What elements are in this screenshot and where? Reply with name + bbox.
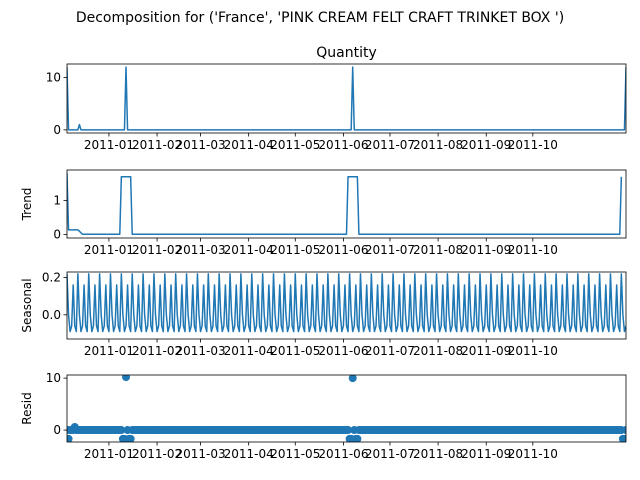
observed-panel: 0102011-012011-022011-032011-042011-0520…: [46, 63, 627, 152]
observed-xtick-label: 2011-06: [318, 138, 368, 152]
resid-point: [67, 434, 73, 442]
resid-point: [126, 434, 135, 442]
resid-xtick-label: 2011-05: [270, 447, 320, 461]
observed-xtick-label: 2011-09: [461, 138, 511, 152]
observed-xtick-label: 2011-05: [270, 138, 320, 152]
observed-xtick-label: 2011-07: [365, 138, 415, 152]
seasonal-axes-frame: [66, 271, 627, 340]
observed-xtick-label: 2011-10: [508, 138, 558, 152]
observed-xtick-label: 2011-04: [224, 138, 274, 152]
trend-panel: 012011-012011-022011-032011-042011-05201…: [20, 169, 627, 257]
resid-axes-frame: [66, 374, 627, 443]
observed-panel-title: Quantity: [316, 45, 377, 61]
resid-xtick-label: 2011-06: [318, 447, 368, 461]
trend-xtick-label: 2011-07: [365, 243, 415, 257]
resid-xtick-label: 2011-09: [461, 447, 511, 461]
panels: 0102011-012011-022011-032011-042011-0520…: [20, 63, 627, 461]
resid-xtick-label: 2011-10: [508, 447, 558, 461]
trend-ytick-label: 0: [53, 228, 61, 242]
seasonal-panel: 0.00.22011-012011-022011-032011-042011-0…: [20, 271, 627, 358]
trend-xtick-label: 2011-06: [318, 243, 368, 257]
resid-point: [353, 434, 362, 442]
observed-plot-area: [67, 66, 626, 131]
seasonal-xtick-label: 2011-07: [365, 344, 415, 358]
resid-xtick-label: 2011-02: [132, 447, 182, 461]
trend-ylabel: Trend: [20, 188, 34, 222]
figure-title: Decomposition for ('France', 'PINK CREAM…: [76, 10, 564, 26]
trend-xtick-label: 2011-04: [224, 243, 274, 257]
resid-panel: 0102011-012011-022011-032011-042011-0520…: [20, 371, 627, 461]
trend-series-line: [67, 173, 623, 236]
resid-ylabel: Resid: [20, 392, 34, 424]
resid-xtick-label: 2011-03: [175, 447, 225, 461]
trend-xtick-label: 2011-09: [461, 243, 511, 257]
trend-xtick-label: 2011-08: [413, 243, 463, 257]
resid-xtick-label: 2011-07: [365, 447, 415, 461]
seasonal-xtick-label: 2011-01: [84, 344, 134, 358]
resid-point: [348, 375, 357, 383]
trend-axes-frame: [66, 169, 627, 239]
trend-plot-area: [67, 173, 623, 236]
seasonal-xtick-label: 2011-05: [270, 344, 320, 358]
observed-xtick-label: 2011-02: [132, 138, 182, 152]
resid-xtick-label: 2011-04: [224, 447, 274, 461]
seasonal-ytick-label: 0.2: [42, 271, 61, 285]
resid-point: [122, 375, 131, 382]
trend-xtick-label: 2011-05: [270, 243, 320, 257]
trend-xtick-label: 2011-10: [508, 243, 558, 257]
seasonal-xtick-label: 2011-06: [318, 344, 368, 358]
resid-point: [344, 426, 353, 435]
seasonal-ylabel: Seasonal: [20, 278, 34, 332]
resid-point: [620, 434, 626, 442]
observed-ytick-label: 0: [53, 123, 61, 137]
observed-axes-frame: [66, 63, 627, 134]
seasonal-ytick-label: 0.0: [42, 308, 61, 322]
seasonal-series-line: [67, 273, 626, 333]
seasonal-xtick-label: 2011-03: [175, 344, 225, 358]
trend-xtick-label: 2011-01: [84, 243, 134, 257]
resid-xtick-label: 2011-01: [84, 447, 134, 461]
resid-point: [622, 426, 626, 435]
trend-xtick-label: 2011-03: [175, 243, 225, 257]
resid-xtick-label: 2011-08: [413, 447, 463, 461]
seasonal-xtick-label: 2011-10: [508, 344, 558, 358]
observed-xtick-label: 2011-01: [84, 138, 134, 152]
observed-xtick-label: 2011-03: [175, 138, 225, 152]
trend-ytick-label: 1: [53, 194, 61, 208]
resid-point: [117, 426, 126, 435]
trend-xtick-label: 2011-02: [132, 243, 182, 257]
observed-series-line: [67, 66, 626, 131]
observed-xtick-label: 2011-08: [413, 138, 463, 152]
seasonal-xtick-label: 2011-09: [461, 344, 511, 358]
seasonal-xtick-label: 2011-08: [413, 344, 463, 358]
resid-ytick-label: 10: [46, 371, 61, 385]
seasonal-xtick-label: 2011-02: [132, 344, 182, 358]
resid-plot-area: [67, 375, 626, 442]
resid-ytick-label: 0: [53, 423, 61, 437]
observed-ytick-label: 10: [46, 71, 61, 85]
seasonal-xtick-label: 2011-04: [224, 344, 274, 358]
seasonal-plot-area: [67, 273, 626, 333]
